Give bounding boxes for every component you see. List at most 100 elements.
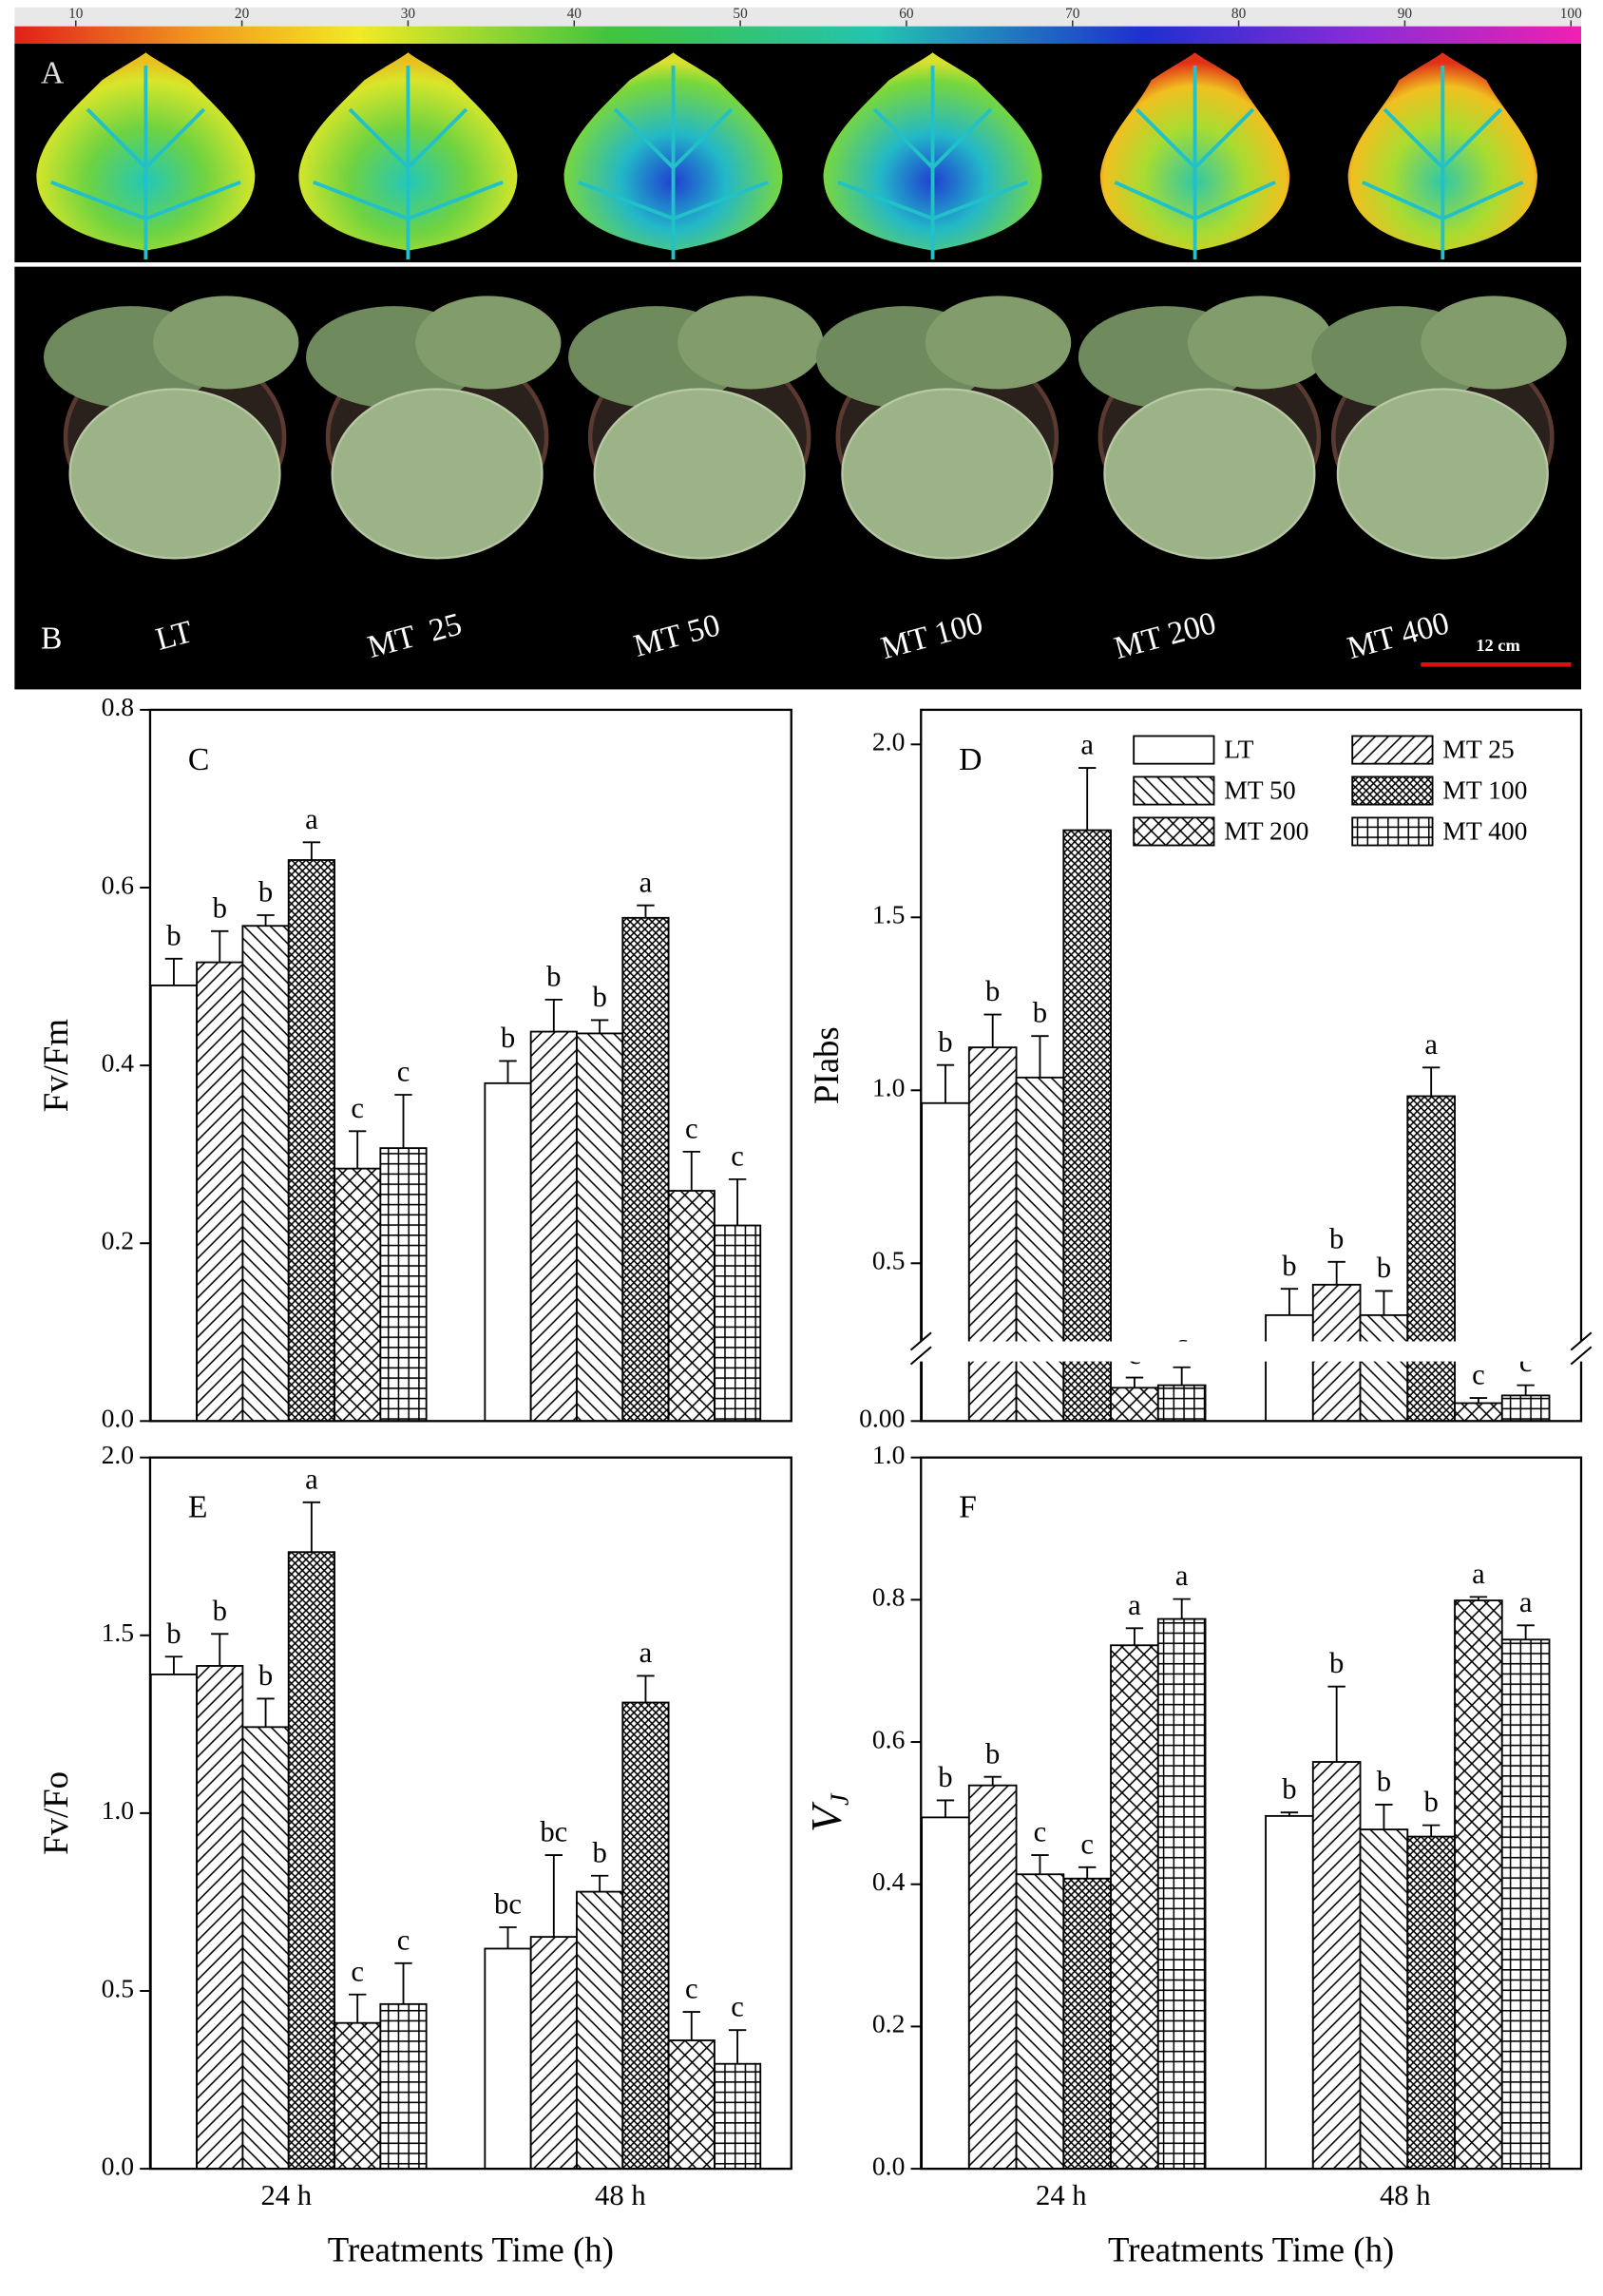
- error-bar: [257, 1697, 275, 1728]
- plant-leaf: [68, 388, 281, 560]
- significance-letter: b: [501, 1022, 515, 1054]
- error-bar: [1517, 1384, 1535, 1396]
- bar: [1156, 1384, 1207, 1423]
- error-bar: [1327, 1685, 1345, 1762]
- significance-letter: c: [351, 1955, 364, 1987]
- y-tick-label: 0.2: [102, 1226, 134, 1255]
- error-bar: [1517, 1624, 1535, 1640]
- bar: [287, 859, 335, 1423]
- significance-letter: bc: [494, 1888, 522, 1921]
- legend-swatch: [1133, 735, 1215, 765]
- y-tick-label: 0.5: [102, 1973, 134, 2002]
- leaf-vein: [1362, 66, 1524, 259]
- legend-label: MT 100: [1442, 775, 1527, 805]
- significance-letter: b: [213, 1595, 227, 1627]
- error-bar: [1375, 1803, 1393, 1830]
- y-axis-label-subscript: J: [825, 1792, 854, 1806]
- plant-leaf: [1336, 388, 1549, 560]
- bar: [1500, 1638, 1551, 2171]
- error-bar: [499, 1926, 517, 1949]
- colorbar: [14, 26, 1581, 45]
- colorbar-tick-label: 30: [401, 6, 416, 22]
- significance-letter: b: [1423, 1786, 1438, 1818]
- y-tick-label: 0.5: [872, 1246, 905, 1275]
- error-bar: [936, 1799, 955, 1818]
- significance-letter: b: [1329, 1647, 1344, 1679]
- bar: [1015, 1873, 1065, 2171]
- error-bar: [257, 914, 275, 927]
- plant-leaf: [153, 296, 299, 390]
- significance-letter: a: [639, 1636, 653, 1669]
- error-bar: [164, 1655, 183, 1674]
- error-bar: [544, 1854, 563, 1938]
- bar: [1110, 1644, 1159, 2171]
- error-bar: [1280, 1288, 1299, 1315]
- plant-leaf: [1421, 296, 1567, 390]
- bar: [1454, 1599, 1503, 2171]
- bar: [1311, 1761, 1362, 2171]
- colorbar-tick-label: 60: [899, 6, 914, 22]
- legend-swatch: [1351, 816, 1434, 847]
- error-bar: [728, 1177, 747, 1226]
- significance-letter: a: [1424, 1028, 1438, 1061]
- bar: [1156, 1617, 1207, 2171]
- error-bar: [394, 1961, 412, 2004]
- y-axis-label: Fv/Fm: [36, 1019, 75, 1113]
- significance-letter: b: [166, 919, 181, 951]
- significance-letter: b: [258, 876, 273, 909]
- bar: [1406, 1835, 1456, 2171]
- error-bar: [1031, 1035, 1049, 1078]
- bar: [621, 916, 670, 1423]
- y-axis-label-text: V: [802, 1801, 850, 1832]
- plant-leaf: [841, 388, 1054, 560]
- bar: [621, 1701, 670, 2171]
- error-bar: [211, 1633, 229, 1666]
- error-bar: [1469, 1397, 1488, 1404]
- bar: [714, 2062, 762, 2171]
- significance-letter: a: [639, 866, 653, 898]
- significance-letter: b: [1282, 1773, 1296, 1806]
- significance-letter: c: [731, 1991, 744, 2023]
- bar: [667, 1190, 716, 1423]
- legend-swatch: [1133, 775, 1215, 806]
- y-tick-label: 0.6: [102, 870, 134, 899]
- error-bar: [1422, 1824, 1441, 1837]
- bar: [241, 1726, 290, 2171]
- bar: [921, 1101, 970, 1423]
- error-bar: [348, 1993, 367, 2023]
- panel-label: F: [959, 1490, 977, 1525]
- significance-letter: c: [1472, 1359, 1485, 1391]
- plant-leaf: [677, 296, 824, 390]
- significance-letter: a: [1080, 729, 1094, 761]
- bar: [484, 1081, 532, 1423]
- bar: [714, 1224, 762, 1423]
- plot-frame: [920, 708, 1583, 1423]
- error-bar: [983, 1013, 1002, 1048]
- error-bar: [1031, 1854, 1049, 1875]
- leaf-images: [36, 52, 1537, 259]
- significance-letter: a: [1175, 1559, 1189, 1592]
- colorbar-tick-label: 90: [1398, 6, 1413, 22]
- error-bar: [1078, 767, 1097, 831]
- colorbar-tick-label: 100: [1560, 6, 1582, 22]
- plant-leaf: [415, 296, 562, 390]
- plant-leaf: [925, 296, 1072, 390]
- y-axis-label-text: Fv/Fo: [36, 1771, 75, 1855]
- bar: [1500, 1394, 1551, 1423]
- error-bar: [590, 1874, 609, 1892]
- x-tick-label: 24 h: [1036, 2179, 1087, 2211]
- panel-label: B: [41, 622, 63, 657]
- bar: [1062, 1877, 1112, 2171]
- bar: [149, 984, 199, 1423]
- bar: [1265, 1313, 1314, 1423]
- significance-letter: bc: [540, 1816, 567, 1848]
- error-bar: [1173, 1598, 1191, 1619]
- bar: [241, 925, 290, 1423]
- bar: [1015, 1076, 1065, 1423]
- plant-leaf: [1187, 296, 1334, 390]
- leaf-vein: [1114, 66, 1276, 259]
- significance-letter: b: [1282, 1250, 1296, 1282]
- bar: [379, 2002, 428, 2171]
- error-bar: [302, 1501, 321, 1553]
